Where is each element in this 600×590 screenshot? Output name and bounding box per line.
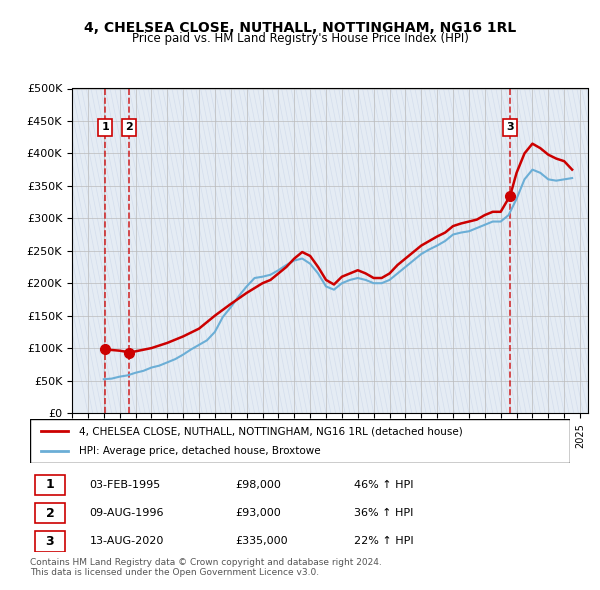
Text: 3: 3 — [46, 535, 54, 548]
Text: 4, CHELSEA CLOSE, NUTHALL, NOTTINGHAM, NG16 1RL: 4, CHELSEA CLOSE, NUTHALL, NOTTINGHAM, N… — [84, 21, 516, 35]
FancyBboxPatch shape — [30, 419, 570, 463]
Text: Price paid vs. HM Land Registry's House Price Index (HPI): Price paid vs. HM Land Registry's House … — [131, 32, 469, 45]
FancyBboxPatch shape — [35, 531, 65, 552]
Text: £93,000: £93,000 — [235, 508, 281, 518]
FancyBboxPatch shape — [35, 503, 65, 523]
FancyBboxPatch shape — [35, 474, 65, 495]
Text: HPI: Average price, detached house, Broxtowe: HPI: Average price, detached house, Brox… — [79, 446, 320, 455]
Text: 09-AUG-1996: 09-AUG-1996 — [89, 508, 164, 518]
Text: 36% ↑ HPI: 36% ↑ HPI — [354, 508, 413, 518]
Text: 1: 1 — [46, 478, 55, 491]
Text: 1: 1 — [101, 123, 109, 132]
Text: 03-FEB-1995: 03-FEB-1995 — [89, 480, 161, 490]
Text: 2: 2 — [125, 123, 133, 132]
Text: 46% ↑ HPI: 46% ↑ HPI — [354, 480, 413, 490]
Text: 22% ↑ HPI: 22% ↑ HPI — [354, 536, 413, 546]
Text: Contains HM Land Registry data © Crown copyright and database right 2024.
This d: Contains HM Land Registry data © Crown c… — [30, 558, 382, 577]
Text: £335,000: £335,000 — [235, 536, 288, 546]
Text: 13-AUG-2020: 13-AUG-2020 — [89, 536, 164, 546]
Text: 3: 3 — [506, 123, 514, 132]
Text: 2: 2 — [46, 507, 55, 520]
Text: 4, CHELSEA CLOSE, NUTHALL, NOTTINGHAM, NG16 1RL (detached house): 4, CHELSEA CLOSE, NUTHALL, NOTTINGHAM, N… — [79, 427, 463, 436]
Text: £98,000: £98,000 — [235, 480, 281, 490]
